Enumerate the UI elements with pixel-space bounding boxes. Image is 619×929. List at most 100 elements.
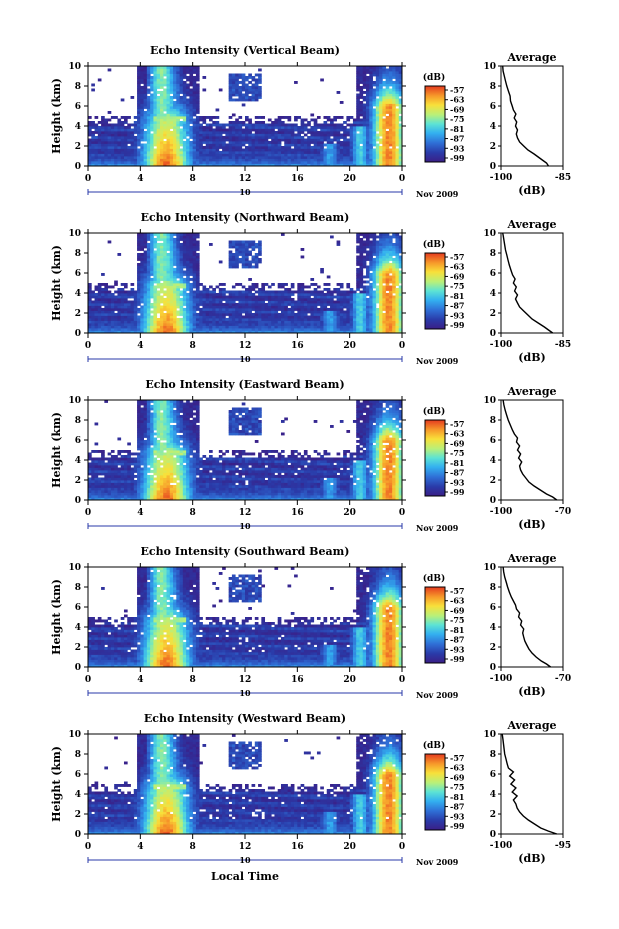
heatmap-cell xyxy=(392,330,396,334)
heatmap-cell xyxy=(202,126,207,129)
heatmap-cell xyxy=(150,273,154,276)
heatmap-cell xyxy=(235,151,239,154)
heatmap-cell xyxy=(339,295,344,299)
heatmap-cell xyxy=(287,330,292,334)
heatmap-cell xyxy=(372,81,377,84)
heatmap-cell xyxy=(153,76,158,79)
heatmap-cell xyxy=(290,153,295,157)
heatmap-cell xyxy=(316,136,321,139)
heatmap-cell xyxy=(235,305,239,309)
heatmap-cell xyxy=(392,260,396,264)
heatmap-cell xyxy=(222,148,226,152)
heatmap-cell xyxy=(379,285,383,289)
heatmap-cell xyxy=(143,161,148,164)
heatmap-cell xyxy=(159,153,164,157)
heatmap-cell xyxy=(137,111,141,114)
heatmap-cell xyxy=(385,253,390,256)
heatmap-cell xyxy=(356,83,360,87)
heatmap-cell xyxy=(323,318,328,321)
heatmap-cell xyxy=(146,268,151,271)
heatmap-cell xyxy=(186,258,190,261)
heatmap-cell xyxy=(235,320,239,324)
heatmap-cell xyxy=(258,248,262,251)
heatmap-cell xyxy=(251,163,256,167)
heatmap-cell xyxy=(156,290,161,294)
heatmap-cell xyxy=(369,143,373,147)
heatmap-cell xyxy=(280,290,285,294)
heatmap-cell xyxy=(169,131,174,134)
heatmap-cell xyxy=(189,305,194,309)
heatmap-cell xyxy=(163,116,167,119)
heatmap-cell xyxy=(192,118,197,122)
heatmap-cell xyxy=(284,323,288,326)
heatmap-cell xyxy=(372,83,377,87)
heatmap-cell xyxy=(97,158,102,162)
heatmap-cell xyxy=(159,323,164,326)
heatmap-cell xyxy=(245,300,249,304)
heatmap-cell xyxy=(392,288,396,291)
heatmap-cell xyxy=(225,320,230,324)
heatmap-cell xyxy=(153,96,158,99)
heatmap-cell xyxy=(352,318,357,321)
heatmap-cell xyxy=(186,101,190,104)
heatmap-cell xyxy=(163,93,167,97)
heatmap-cell xyxy=(110,298,115,301)
heatmap-cell xyxy=(127,163,131,167)
heatmap-cell xyxy=(192,245,197,249)
heatmap-cell xyxy=(173,81,177,84)
heatmap-cell xyxy=(261,285,266,289)
heatmap-cell xyxy=(313,308,318,311)
heatmap-cell xyxy=(156,136,161,139)
heatmap-cell xyxy=(379,310,383,314)
heatmap-cell xyxy=(176,133,180,137)
heatmap-cell xyxy=(153,66,158,69)
heatmap-cell xyxy=(107,330,112,334)
heatmap-cell xyxy=(176,141,180,144)
heatmap-cell xyxy=(120,300,125,304)
heatmap-cell xyxy=(248,133,252,137)
heatmap-cell xyxy=(209,295,213,299)
heatmap-cell xyxy=(156,73,161,77)
heatmap-cell xyxy=(264,161,269,164)
heatmap-cell xyxy=(277,123,282,127)
heatmap-cell xyxy=(366,123,370,127)
heatmap-cell xyxy=(163,71,167,74)
heatmap-cell xyxy=(287,151,292,154)
heatmap-cell xyxy=(137,78,141,82)
heatmap-cell xyxy=(267,141,272,144)
heatmap-cell xyxy=(303,146,308,149)
heatmap-cell xyxy=(267,146,272,149)
heatmap-cell xyxy=(123,293,128,296)
heatmap-cell xyxy=(231,255,236,259)
heatmap-cell xyxy=(382,325,387,329)
heatmap-cell xyxy=(375,298,380,301)
heatmap-cell xyxy=(117,118,122,122)
heatmap-cell xyxy=(274,131,279,134)
heatmap-cell xyxy=(303,318,308,321)
heatmap-cell xyxy=(284,151,288,154)
heatmap-cell xyxy=(254,133,259,137)
heatmap-cell xyxy=(130,290,135,294)
heatmap-cell xyxy=(202,290,207,294)
heatmap-cell xyxy=(137,265,141,269)
heatmap-cell xyxy=(195,153,200,157)
heatmap-cell xyxy=(150,116,154,119)
heatmap-cell xyxy=(349,123,354,127)
heatmap-cell xyxy=(395,131,400,134)
heatmap-cell xyxy=(182,310,187,314)
heatmap-cell xyxy=(395,153,400,157)
heatmap-cell xyxy=(395,245,400,249)
heatmap-cell xyxy=(156,103,161,107)
heatmap-cell xyxy=(362,305,367,309)
heatmap-cell xyxy=(330,330,334,334)
heatmap-cell xyxy=(284,163,288,167)
heatmap-cell xyxy=(166,101,171,104)
heatmap-cell xyxy=(261,116,266,119)
heatmap-cell xyxy=(241,263,246,266)
heatmap-cell xyxy=(349,318,354,321)
heatmap-cell xyxy=(238,81,243,84)
heatmap-cell xyxy=(169,298,174,301)
heatmap-cell xyxy=(169,328,174,331)
heatmap-cell xyxy=(356,93,360,97)
heatmap-cell xyxy=(140,76,144,79)
